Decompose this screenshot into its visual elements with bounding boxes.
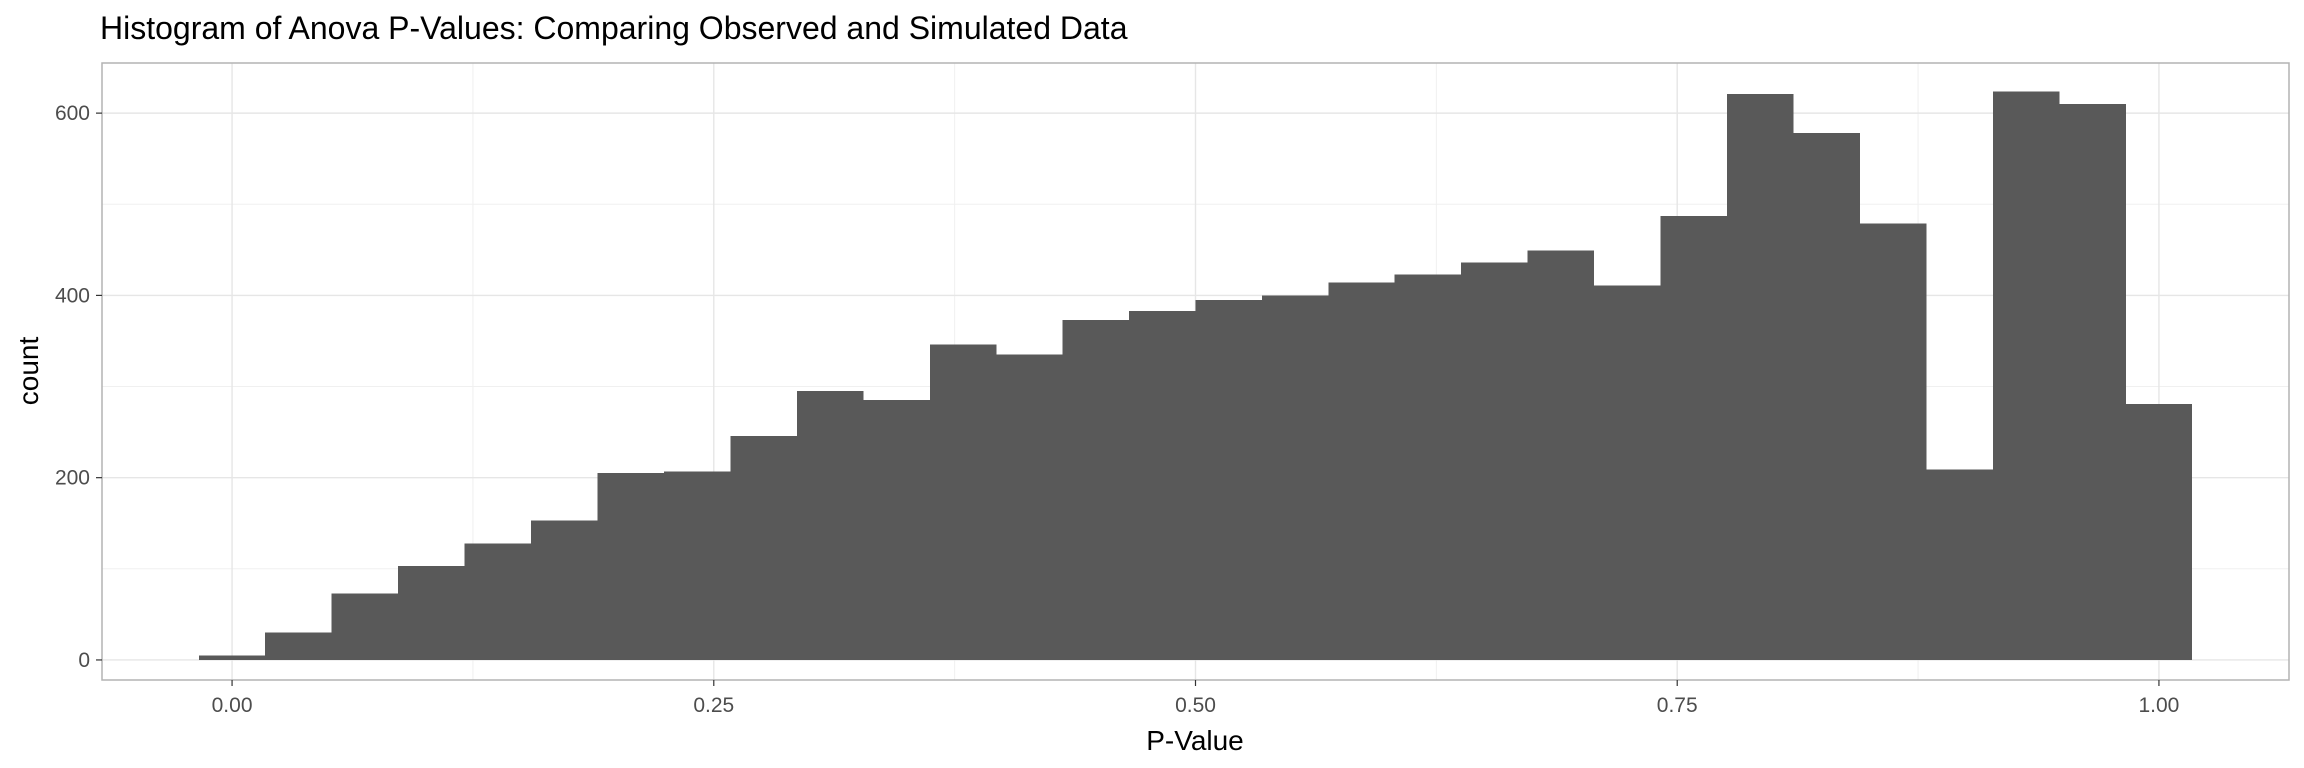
- histogram-bar: [1461, 262, 1528, 660]
- histogram-bar: [1992, 91, 2060, 660]
- histogram-bar: [597, 473, 664, 660]
- histogram-bar: [2125, 403, 2193, 660]
- x-tick-label: 1.00: [2138, 694, 2179, 717]
- histogram-bar: [730, 435, 797, 660]
- histogram-bar: [929, 344, 997, 660]
- histogram-bar: [398, 566, 465, 660]
- histogram-bar: [863, 400, 930, 660]
- histogram-bar: [796, 391, 864, 660]
- histogram-bar: [198, 655, 266, 660]
- histogram-bar: [1261, 295, 1329, 660]
- histogram-bars: [198, 91, 2193, 660]
- x-tick-label: 0.25: [693, 694, 734, 717]
- y-tick-label: 0: [78, 649, 90, 672]
- histogram-bar: [531, 520, 598, 660]
- histogram-bar: [2059, 104, 2126, 660]
- y-tick-label: 200: [55, 467, 90, 490]
- histogram-bar: [1793, 133, 1860, 660]
- histogram-bar: [663, 471, 731, 660]
- histogram-bar: [1859, 223, 1927, 660]
- histogram-bar: [1660, 216, 1728, 660]
- histogram-bar: [1926, 469, 1993, 660]
- x-axis-title: P-Value: [1146, 725, 1244, 756]
- histogram-bar: [331, 593, 399, 660]
- x-tick-label: 0.50: [1175, 694, 1216, 717]
- histogram-bar: [1727, 93, 1794, 660]
- histogram-bar: [1195, 299, 1262, 660]
- x-axis: 0.00 0.25 0.50 0.75 1.00: [212, 680, 2179, 717]
- y-axis-title: count: [13, 337, 44, 406]
- histogram-bar: [1394, 274, 1462, 660]
- histogram-bar: [1062, 320, 1130, 660]
- x-tick-label: 0.00: [212, 694, 253, 717]
- histogram-bar: [1129, 310, 1196, 660]
- histogram-bar: [1328, 282, 1395, 660]
- y-axis: 0 200 400 600: [55, 102, 102, 672]
- x-tick-label: 0.75: [1657, 694, 1698, 717]
- histogram-bar: [1594, 285, 1661, 660]
- y-tick-label: 600: [55, 102, 90, 125]
- chart-title: Histogram of Anova P-Values: Comparing O…: [100, 10, 1128, 46]
- histogram-bar: [464, 543, 532, 660]
- y-tick-label: 400: [55, 284, 90, 307]
- histogram-bar: [1527, 250, 1595, 660]
- histogram-bar: [265, 632, 332, 660]
- histogram-bar: [996, 354, 1063, 660]
